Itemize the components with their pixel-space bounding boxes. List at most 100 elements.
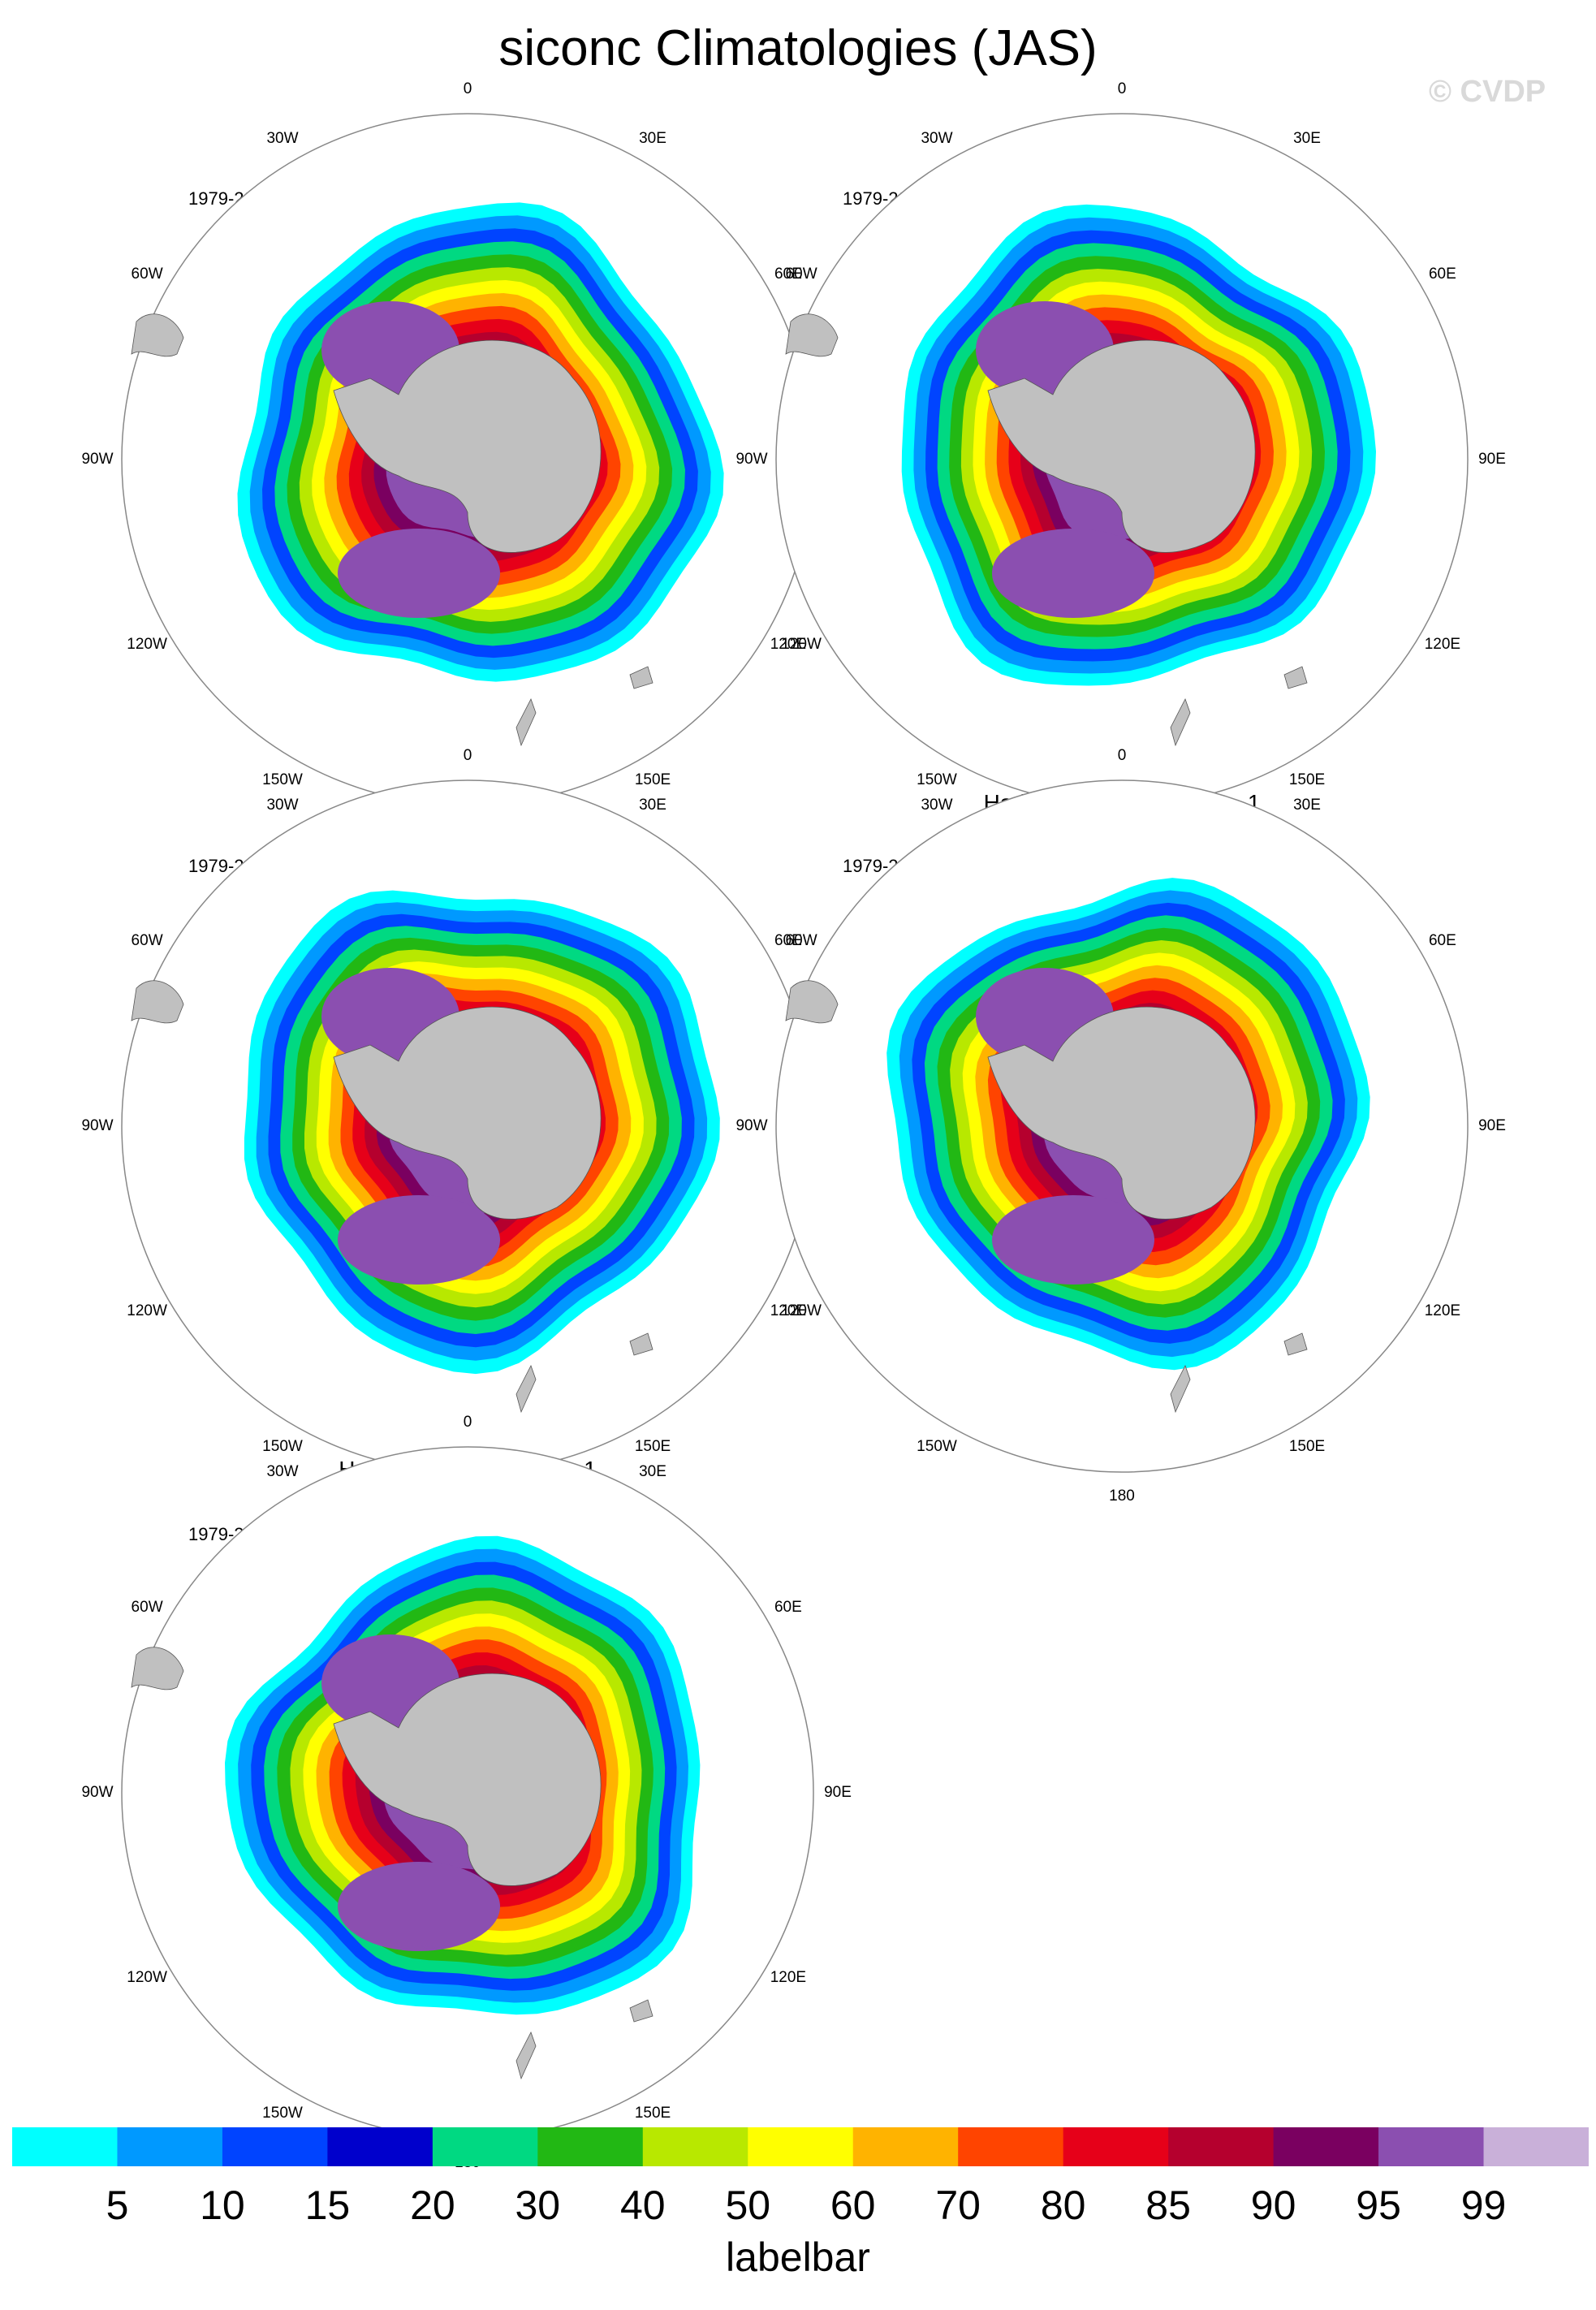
polar-map: [121, 113, 814, 806]
longitude-label: 0: [463, 80, 472, 97]
longitude-label: 90E: [824, 1784, 852, 1801]
longitude-label: 0: [463, 1414, 472, 1431]
longitude-label: 120E: [770, 1969, 807, 1986]
colorbar-segment: [12, 2127, 118, 2166]
longitude-label: 60W: [785, 932, 817, 949]
longitude-label: 120W: [127, 1302, 167, 1319]
longitude-label: 150E: [1288, 771, 1326, 788]
longitude-label: 60E: [1428, 932, 1456, 949]
longitude-label: 60W: [131, 266, 163, 283]
longitude-label: 30E: [639, 130, 666, 148]
watermark: © CVDP: [1429, 75, 1546, 109]
colorbar-tick-label: 80: [1040, 2183, 1086, 2228]
colorbar-tick-label: 40: [619, 2183, 666, 2228]
longitude-label: 90W: [735, 451, 768, 468]
ross-high-ice: [992, 1195, 1154, 1285]
colorbar-tick-label: 95: [1356, 2183, 1401, 2228]
new-zealand: [515, 697, 537, 747]
new-zealand: [515, 1364, 537, 1414]
colorbar-segment: [537, 2127, 644, 2166]
tasmania: [629, 1332, 653, 1356]
antarctica-landmass: [333, 1673, 602, 1886]
longitude-label: 120W: [127, 636, 167, 653]
longitude-label: 30W: [266, 130, 299, 148]
colorbar-tick-label: 5: [106, 2183, 129, 2228]
longitude-label: 150E: [634, 1437, 671, 1455]
longitude-label: 120W: [127, 1969, 167, 1986]
south-america-tip: [785, 980, 839, 1024]
colorbar-tick-label: 85: [1145, 2183, 1191, 2228]
longitude-label: 60E: [774, 266, 802, 283]
colorbar-tick-label: 60: [830, 2183, 876, 2228]
colorbar-segment: [327, 2127, 434, 2166]
longitude-label: 30W: [266, 797, 299, 814]
longitude-label: 150W: [262, 771, 303, 788]
longitude-label: 180: [1109, 1487, 1135, 1505]
tasmania: [1283, 666, 1308, 689]
ross-high-ice: [338, 1862, 500, 1951]
colorbar-segment: [1483, 2127, 1589, 2166]
longitude-label: 90W: [81, 1784, 114, 1801]
longitude-label: 30W: [266, 1463, 299, 1481]
longitude-label: 150E: [634, 2104, 671, 2122]
colorbar-tick-label: 70: [935, 2183, 981, 2228]
longitude-label: 60W: [131, 932, 163, 949]
colorbar-segment: [432, 2127, 538, 2166]
colorbar-tick-label: 99: [1460, 2183, 1507, 2228]
ross-high-ice: [338, 529, 500, 618]
colorbar-tick-label: 10: [200, 2183, 245, 2228]
polar-map: [775, 113, 1469, 806]
longitude-label: 60E: [774, 932, 802, 949]
tasmania: [629, 1999, 653, 2023]
longitude-label: 30E: [1293, 797, 1321, 814]
south-america-tip: [131, 1647, 184, 1690]
longitude-label: 150W: [917, 771, 957, 788]
south-america-tip: [131, 980, 184, 1024]
polar-map: [121, 1446, 814, 2139]
colorbar-tick-label: 30: [515, 2183, 561, 2228]
antarctica-landmass: [987, 339, 1256, 553]
south-america-tip: [131, 313, 184, 357]
colorbar-tick-label: 50: [725, 2183, 771, 2228]
longitude-label: 120W: [781, 1302, 822, 1319]
longitude-label: 0: [1117, 747, 1127, 764]
colorbar-tick-label: 15: [304, 2183, 351, 2228]
longitude-label: 90W: [81, 1117, 114, 1134]
longitude-label: 150W: [917, 1437, 957, 1455]
new-zealand: [1170, 1364, 1191, 1414]
polar-map: [775, 779, 1469, 1473]
tasmania: [629, 666, 653, 689]
colorbar-tick-label: 20: [410, 2183, 455, 2228]
new-zealand: [515, 2031, 537, 2080]
longitude-label: 120W: [781, 636, 822, 653]
colorbar-segment: [117, 2127, 223, 2166]
longitude-label: 150E: [1288, 1437, 1326, 1455]
colorbar-segment: [852, 2127, 959, 2166]
longitude-label: 90W: [735, 1117, 768, 1134]
south-america-tip: [785, 313, 839, 357]
longitude-label: 30E: [639, 797, 666, 814]
colorbar-tick-label: 90: [1250, 2183, 1296, 2228]
colorbar-segment: [748, 2127, 854, 2166]
antarctica-landmass: [333, 339, 602, 553]
antarctica-landmass: [987, 1006, 1256, 1220]
ross-high-ice: [992, 529, 1154, 618]
longitude-label: 150W: [262, 1437, 303, 1455]
colorbar-segment: [1063, 2127, 1169, 2166]
polar-map: [121, 779, 814, 1473]
colorbar-segment: [958, 2127, 1064, 2166]
antarctica-landmass: [333, 1006, 602, 1220]
longitude-label: 60E: [1428, 266, 1456, 283]
colorbar-segment: [1273, 2127, 1379, 2166]
ross-high-ice: [338, 1195, 500, 1285]
longitude-label: 30E: [639, 1463, 666, 1481]
longitude-label: 120E: [770, 636, 807, 653]
longitude-label: 30W: [921, 797, 953, 814]
longitude-label: 60E: [774, 1599, 802, 1616]
colorbar-segment: [642, 2127, 748, 2166]
figure-title: siconc Climatologies (JAS): [498, 20, 1098, 76]
longitude-label: 150W: [262, 2104, 303, 2122]
longitude-label: 0: [463, 747, 472, 764]
longitude-label: 120E: [1424, 636, 1461, 653]
colorbar-title: labelbar: [726, 2234, 870, 2280]
